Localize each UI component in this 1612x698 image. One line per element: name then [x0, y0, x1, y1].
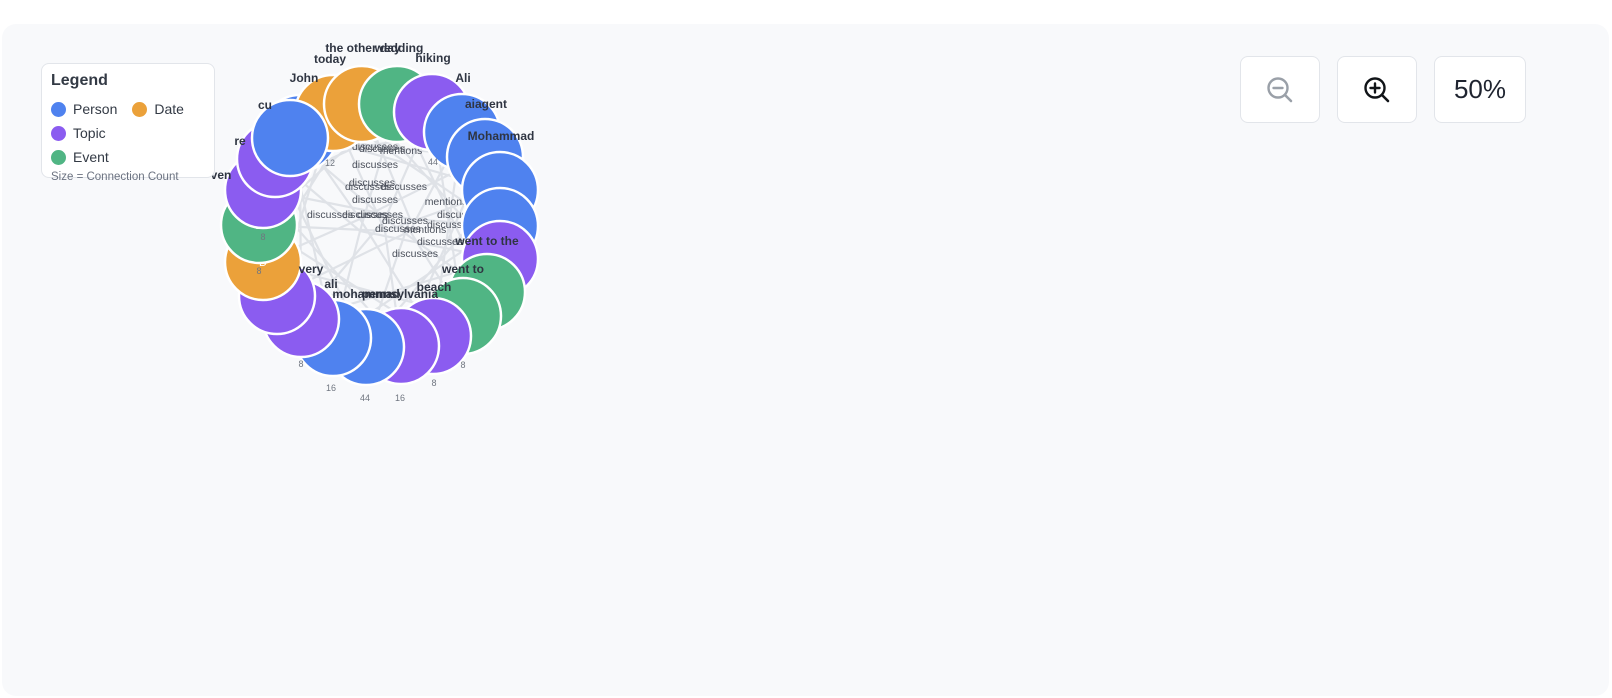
edge-label: discusses — [382, 215, 428, 227]
zoom-level-value: 50% — [1453, 74, 1507, 104]
edge-label: discusses — [392, 248, 438, 260]
nodes[interactable]: PTDE — [219, 64, 540, 387]
edge-label: discusses — [307, 209, 353, 221]
node-count: 8 — [256, 266, 261, 276]
legend-item-topic: Topic — [51, 125, 106, 141]
event-swatch-icon — [51, 149, 66, 165]
node-count: 44 — [428, 157, 438, 167]
zoom-in-icon — [1364, 76, 1390, 102]
edge-label: discusses — [375, 223, 421, 235]
node-count: 16 — [326, 383, 336, 393]
node-label: pennsylvania — [362, 287, 438, 301]
edge-label: mentions — [425, 196, 468, 208]
node-label: today — [314, 52, 346, 66]
node-count: 8 — [431, 378, 436, 388]
edge-label: discusses — [359, 143, 405, 155]
node-label: the other day — [325, 41, 401, 55]
legend-title: Legend — [51, 72, 108, 89]
legend-item-event: Event — [51, 149, 109, 165]
edge-label: discusses — [417, 236, 463, 248]
node-label: wedding — [374, 41, 424, 55]
edge-label: discusses — [352, 159, 398, 171]
legend-item-date: Date — [132, 101, 184, 117]
legend-label-topic: Topic — [73, 125, 106, 141]
node-count: 12 — [325, 158, 335, 168]
node-label: Ali — [455, 71, 470, 85]
zoom-out-button[interactable] — [1240, 56, 1320, 123]
legend-label-person: Person — [73, 101, 118, 117]
legend-panel: Legend Person Date Topic Event Size = Co… — [41, 63, 215, 183]
node-label: went to — [441, 262, 484, 276]
date-swatch-icon — [132, 101, 148, 117]
node-label: hiking — [415, 51, 450, 65]
zoom-out-icon — [1267, 76, 1293, 102]
zoom-in-button[interactable] — [1337, 56, 1417, 123]
node-count: 44 — [360, 393, 370, 403]
node-label: aiagent — [465, 97, 507, 111]
node-count: 8 — [260, 232, 265, 242]
legend-row: Person Date — [51, 97, 205, 121]
legend-label-date: Date — [154, 101, 184, 117]
edge-label: discusses — [357, 209, 403, 221]
edge-label: discusses — [349, 177, 395, 189]
graph-node-person[interactable] — [250, 98, 330, 178]
legend-size-note: Size = Connection Count — [51, 171, 179, 183]
legend-label-event: Event — [73, 149, 109, 165]
legend-row: Topic — [51, 121, 205, 145]
node-label: ali — [324, 277, 337, 291]
node-label: Mohammad — [468, 129, 535, 143]
edge-label: mentions — [380, 145, 423, 157]
node-count: 16 — [395, 393, 405, 403]
edge-label: discusses — [352, 141, 398, 153]
edge-label: discusses — [352, 194, 398, 206]
node-label: went to the — [454, 234, 519, 248]
topic-swatch-icon — [51, 125, 66, 141]
node-label: John — [290, 71, 319, 85]
node-label: ven — [211, 168, 232, 182]
node-label: beach — [417, 280, 452, 294]
edge-label: discusses — [342, 209, 388, 221]
person-swatch-icon — [51, 101, 66, 117]
node-label: mohammad — [332, 287, 399, 301]
edge-label: discusses — [345, 181, 391, 193]
node-label: cu — [258, 98, 272, 112]
legend-item-person: Person — [51, 101, 117, 117]
node-count: 8 — [460, 360, 465, 370]
node-label: re — [234, 134, 246, 148]
edge-label: mentions — [404, 224, 447, 236]
node-count: 8 — [298, 359, 303, 369]
legend-row: Event — [51, 145, 205, 169]
zoom-level-display: 50% — [1434, 56, 1526, 123]
node-label: very — [299, 262, 324, 276]
edge-label: discusses — [381, 181, 427, 193]
